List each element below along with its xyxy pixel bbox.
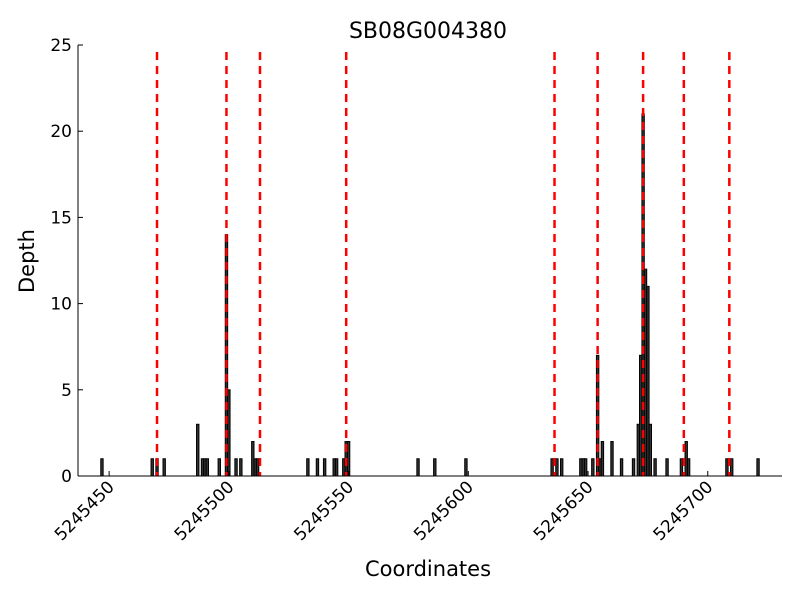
bar: [433, 458, 437, 477]
y-tick-label: 25: [50, 36, 72, 56]
bar: [162, 458, 166, 477]
x-tick-label: 5245500: [171, 477, 239, 545]
bar: [464, 458, 468, 477]
y-tick-label: 0: [61, 467, 72, 487]
x-tick-label: 5245700: [650, 477, 718, 545]
x-tick-label: 5245550: [290, 477, 358, 545]
bar: [227, 389, 231, 477]
x-tick-label: 5245450: [51, 477, 119, 545]
y-tick-label: 5: [61, 381, 72, 401]
bar: [756, 458, 760, 477]
bar: [550, 458, 554, 477]
bar: [217, 458, 221, 477]
bar: [619, 458, 624, 477]
bar: [595, 354, 600, 477]
x-tick-label: 5245600: [410, 477, 478, 545]
bar: [686, 458, 691, 477]
bar: [334, 458, 339, 477]
bar: [583, 458, 588, 477]
bar: [730, 458, 734, 477]
bar: [679, 458, 684, 477]
bar: [610, 441, 614, 477]
bar: [653, 458, 657, 477]
x-axis-label: Coordinates: [365, 557, 491, 581]
bar: [591, 458, 595, 477]
bar: [322, 458, 327, 477]
bar: [239, 458, 243, 477]
y-tick-label: 15: [50, 208, 72, 228]
bar: [196, 423, 200, 477]
bar: [725, 458, 729, 477]
y-tick-label: 20: [50, 122, 72, 142]
bar: [255, 458, 260, 477]
bar: [631, 458, 636, 477]
bar: [100, 458, 104, 477]
x-tick-label: 5245650: [530, 477, 598, 545]
bar: [648, 423, 652, 477]
bar: [315, 458, 320, 477]
bar: [555, 458, 559, 477]
y-axis-label: Depth: [15, 229, 39, 293]
bar: [234, 458, 238, 477]
bar: [150, 458, 154, 477]
chart-title: SB08G004380: [349, 19, 507, 44]
bar: [600, 441, 605, 477]
bar: [560, 458, 564, 477]
y-tick-label: 10: [50, 295, 72, 315]
bar: [205, 458, 210, 477]
bar: [665, 458, 669, 477]
bar: [346, 441, 351, 477]
bar: [306, 458, 310, 477]
bar: [416, 458, 420, 477]
